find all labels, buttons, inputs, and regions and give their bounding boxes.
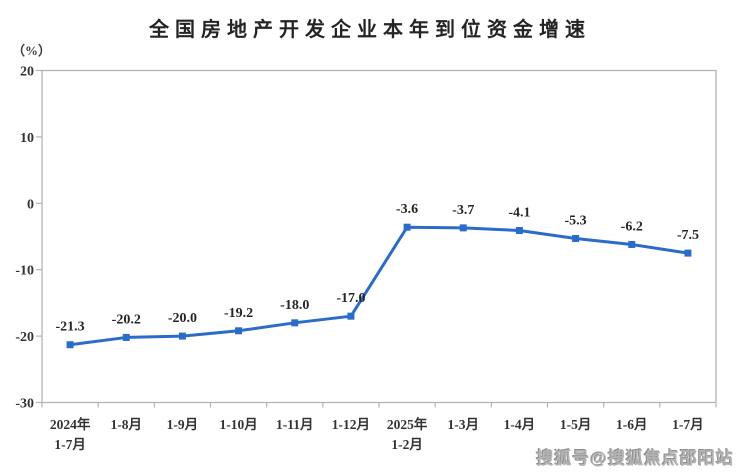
data-point-label: -20.0 <box>168 311 197 326</box>
data-point-label: -3.7 <box>452 203 474 218</box>
data-point-marker <box>459 224 467 232</box>
data-point-marker <box>66 341 74 349</box>
data-line <box>68 225 690 347</box>
data-point-label: -4.1 <box>508 206 530 221</box>
x-axis-tick-label: 1-8月 <box>111 417 143 432</box>
y-axis-tick-label: 20 <box>20 65 34 80</box>
data-point-marker <box>347 312 355 320</box>
x-axis-tick-label: 1-7月 <box>672 417 704 432</box>
data-point-marker <box>515 227 523 235</box>
data-point-marker <box>178 332 186 340</box>
data-point-label: -3.6 <box>396 202 418 217</box>
data-point-marker <box>235 327 243 335</box>
data-point-marker <box>291 319 299 327</box>
x-axis-tick-label: 1-9月 <box>167 417 199 432</box>
data-point-label: -17.0 <box>336 291 365 306</box>
data-point-label: -18.0 <box>280 298 309 313</box>
y-axis-tick-label: 10 <box>20 131 34 146</box>
data-point-marker <box>403 223 411 231</box>
y-axis-unit-label: （%） <box>12 43 52 58</box>
y-axis-tick-label: 0 <box>27 197 34 212</box>
data-point-label: -20.2 <box>112 312 141 327</box>
x-axis-tick-label: 1-4月 <box>504 417 536 432</box>
x-axis-tick-label: 1-11月 <box>276 417 314 432</box>
data-point-label: -6.2 <box>621 219 643 234</box>
data-point-marker <box>572 234 580 242</box>
chart-title: 全国房地产开发企业本年到位资金增速 <box>149 19 591 41</box>
data-point-marker <box>628 240 636 248</box>
data-point-label: -19.2 <box>224 306 253 321</box>
x-axis-tick-label: 1-12月 <box>332 417 370 432</box>
data-point-marker <box>122 333 130 341</box>
y-axis-tick-label: -10 <box>15 264 34 279</box>
y-axis-tick-label: -20 <box>15 330 34 345</box>
data-point-marker <box>684 249 692 257</box>
y-axis-tick-label: -30 <box>15 397 34 412</box>
x-axis-tick-label: 2025年 1-2月 <box>387 416 428 452</box>
x-axis-tick-label: 1-6月 <box>616 417 648 432</box>
data-point-label: -7.5 <box>677 228 699 243</box>
watermark: 搜狐号@搜狐焦点邵阳站 <box>536 449 734 468</box>
plot-frame <box>41 69 717 404</box>
data-point-label: -21.3 <box>55 320 84 335</box>
x-axis-tick-label: 2024年 1-7月 <box>50 416 91 452</box>
data-point-label: -5.3 <box>564 213 586 228</box>
x-axis-tick-label: 1-10月 <box>219 417 257 432</box>
x-axis-tick-label: 1-3月 <box>448 417 480 432</box>
x-axis-tick-label: 1-5月 <box>560 417 592 432</box>
